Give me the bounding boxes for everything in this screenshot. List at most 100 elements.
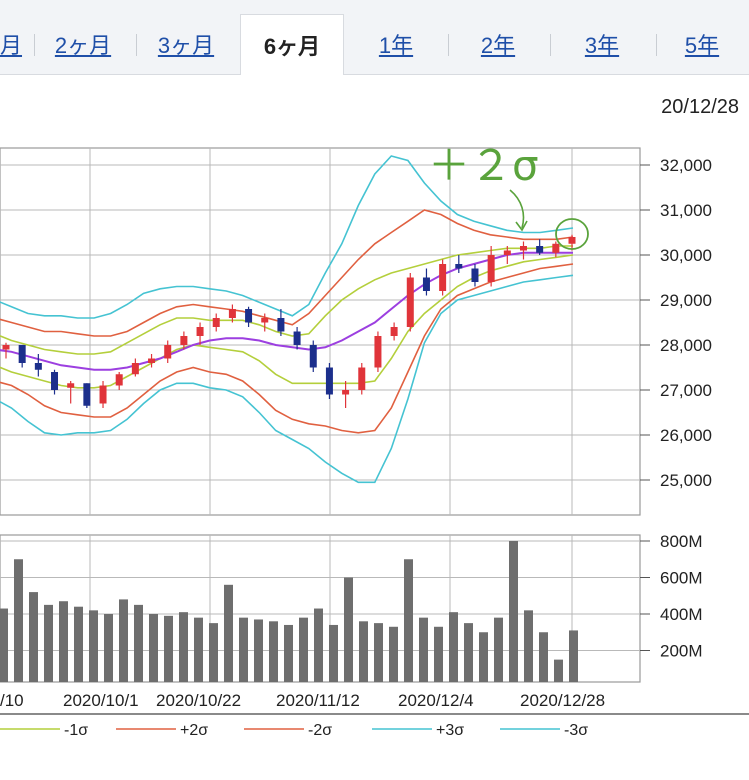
- legend-label: +2σ: [180, 722, 208, 739]
- candle-body: [277, 318, 285, 332]
- tab-separator: [550, 34, 551, 56]
- candle-body: [212, 318, 220, 327]
- x-tick-label: 2020/10/22: [156, 691, 241, 710]
- volume-bar: [284, 624, 293, 682]
- volume-bar: [104, 614, 113, 682]
- candle-body: [164, 345, 172, 359]
- tab-6-months[interactable]: 6ヶ月: [240, 14, 344, 75]
- volume-bar: [524, 610, 533, 682]
- candle-body: [309, 345, 317, 368]
- candle-body: [439, 264, 447, 291]
- legend-label: -1σ: [64, 722, 88, 739]
- volume-bar: [329, 624, 338, 682]
- candle-body: [245, 309, 253, 323]
- tab-1-year[interactable]: 1年: [378, 33, 414, 58]
- candle-body: [536, 246, 544, 253]
- plus-1-sigma-line: [0, 245, 573, 355]
- candle-body: [503, 250, 511, 255]
- volume-bar: [254, 619, 263, 682]
- price-tick-label: 26,000: [660, 426, 712, 445]
- candle-body: [568, 237, 576, 244]
- volume-bar: [149, 614, 158, 682]
- volume-bar: [554, 659, 563, 682]
- price-tick-label: 27,000: [660, 381, 712, 400]
- legend-label: -2σ: [308, 722, 332, 739]
- candle-body: [18, 345, 26, 363]
- candle-body: [342, 390, 350, 395]
- candle-body: [471, 268, 479, 282]
- volume-bar: [74, 606, 83, 682]
- tab-2-years[interactable]: 2年: [480, 33, 516, 58]
- volume-bar: [239, 617, 248, 682]
- volume-bar: [374, 623, 383, 682]
- annotation-arrow: [509, 189, 525, 229]
- price-tick-label: 30,000: [660, 246, 712, 265]
- volume-bar: [344, 577, 353, 682]
- tab-3-months[interactable]: 3ヶ月: [157, 33, 215, 58]
- volume-bar: [134, 604, 143, 682]
- tab-2-months[interactable]: 2ヶ月: [54, 33, 112, 58]
- candle-body: [374, 336, 382, 368]
- candle-body: [148, 358, 156, 363]
- legend-label: +3σ: [436, 722, 464, 739]
- volume-bar: [389, 626, 398, 682]
- price-tick-label: 25,000: [660, 471, 712, 490]
- tab-5-years[interactable]: 5年: [684, 33, 720, 58]
- plus-3-sigma-line: [0, 155, 574, 319]
- volume-tick-label: 800M: [660, 532, 703, 551]
- volume-bar: [59, 601, 68, 682]
- tab-separator: [136, 34, 137, 56]
- minus-2-sigma-line: [0, 263, 574, 434]
- volume-bar: [119, 599, 128, 682]
- candle-body: [422, 277, 430, 291]
- candle-body: [196, 327, 204, 336]
- candle-body: [83, 383, 91, 406]
- candle-body: [2, 345, 10, 350]
- volume-bar: [449, 612, 458, 682]
- volume-bar: [464, 623, 473, 682]
- x-tick-label: 2020/10/1: [63, 691, 139, 710]
- volume-bar: [314, 608, 323, 682]
- candle-body: [228, 309, 236, 318]
- annotation-label: ＋２σ: [428, 141, 539, 190]
- candle-body: [115, 374, 123, 386]
- x-tick-label: /10: [0, 691, 24, 710]
- volume-bar: [209, 623, 218, 682]
- tab-1-month[interactable]: 月: [0, 33, 23, 58]
- candle-body: [519, 246, 527, 251]
- x-tick-label: 2020/11/12: [276, 691, 360, 710]
- candle-body: [261, 318, 269, 323]
- price-tick-label: 31,000: [660, 201, 712, 220]
- annotation-arrowhead: [515, 220, 528, 232]
- tab-3-years[interactable]: 3年: [584, 33, 620, 58]
- candle-body: [487, 255, 495, 282]
- volume-bar: [359, 621, 368, 682]
- volume-bar: [434, 626, 443, 682]
- volume-bar: [569, 630, 578, 682]
- volume-bar: [89, 610, 98, 682]
- volume-bar: [299, 617, 308, 682]
- candle-body: [131, 363, 139, 375]
- volume-bar: [29, 592, 38, 682]
- chart-date: 20/12/28: [661, 96, 739, 118]
- candle-body: [455, 264, 463, 269]
- price-panel-border: [0, 147, 641, 516]
- x-tick-label: 2020/12/28: [520, 691, 605, 710]
- volume-bar: [224, 584, 233, 682]
- volume-bar: [164, 615, 173, 682]
- annotation-circle: [555, 218, 589, 250]
- period-tabbar: 月 2ヶ月 3ヶ月 6ヶ月 1年 2年 3年 5年: [0, 0, 749, 75]
- candle-body: [552, 243, 560, 253]
- moving-average-line: [0, 251, 573, 371]
- price-tick-label: 28,000: [660, 336, 712, 355]
- volume-bar: [494, 617, 503, 682]
- candle-body: [180, 336, 188, 345]
- volume-bar: [269, 621, 278, 682]
- candle-body: [406, 277, 414, 327]
- candle-body: [325, 367, 333, 395]
- volume-bar: [419, 617, 428, 682]
- volume-bar: [194, 617, 203, 682]
- legend-label: -3σ: [564, 722, 588, 739]
- candle-body: [67, 383, 75, 388]
